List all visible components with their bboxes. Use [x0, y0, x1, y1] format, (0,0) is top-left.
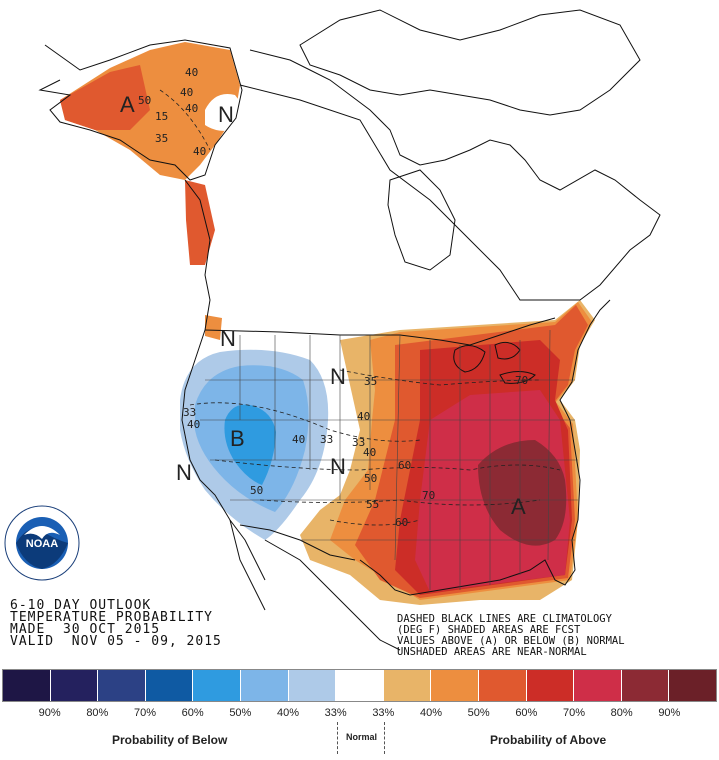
normal-divider-right — [384, 722, 385, 754]
us-canada-border — [204, 317, 556, 346]
contour-label: 33 — [320, 433, 333, 446]
contour-label: 70 — [515, 374, 528, 387]
note-line4: UNSHADED AREAS ARE NEAR-NORMAL — [397, 646, 587, 658]
legend-above-percent: 70% — [562, 707, 586, 719]
contour-label: 40 — [185, 66, 198, 79]
contour-label: 50 — [250, 484, 263, 497]
note-line3: VALUES ABOVE (A) OR BELOW (B) NORMAL — [397, 635, 625, 647]
legend-swatch — [288, 670, 337, 701]
west-coast — [181, 179, 266, 581]
legend-swatch — [145, 670, 194, 701]
noaa-logo: NOAA — [4, 505, 80, 581]
baja — [229, 519, 266, 611]
climatology-lines — [159, 89, 561, 526]
west-below-50 — [224, 404, 276, 485]
legend-swatch — [3, 670, 51, 701]
legend-swatch — [478, 670, 527, 701]
contour-label: 33 — [352, 436, 365, 449]
made-date: 30 OCT 2015 — [62, 622, 161, 637]
contour-label: 50 — [138, 94, 151, 107]
legend-below-percent: 50% — [229, 707, 252, 719]
outlook-title-block: 6-10 DAY OUTLOOK TEMPERATURE PROBABILITY… — [10, 598, 222, 649]
label-N-plains-north: N — [330, 364, 346, 389]
legend-above-percent: 90% — [658, 707, 681, 719]
legend-above-percent: 60% — [515, 707, 538, 719]
legend-below-percent: 40% — [276, 707, 300, 719]
alaska-strong-region — [60, 65, 150, 130]
contour-label: 40 — [193, 145, 206, 158]
legend-below-percent: 60% — [181, 707, 204, 719]
legend-swatch — [431, 670, 479, 701]
legend-swatch — [621, 670, 670, 701]
contour-label: 15 — [155, 110, 168, 123]
valid-label: VALID — [10, 634, 55, 649]
contour-label: 60 — [395, 516, 408, 529]
legend-below-percent: 70% — [133, 707, 157, 719]
legend-above-percent: 80% — [610, 707, 633, 719]
contour-label: 60 — [398, 459, 411, 472]
noaa-logo-text: NOAA — [26, 538, 58, 550]
pnw-coast-region — [205, 315, 222, 340]
legend-above-percent: 50% — [467, 707, 490, 719]
label-N-northwest: N — [220, 326, 236, 351]
alaska-coast — [38, 39, 243, 181]
shaded-regions — [60, 42, 595, 605]
label-B-west: B — [230, 426, 245, 451]
arctic-islands — [299, 9, 641, 116]
title-line1: 6-10 DAY OUTLOOK — [10, 598, 152, 613]
legend-above-percent: 40% — [419, 707, 443, 719]
contour-label: 40 — [292, 433, 305, 446]
legend-swatch — [336, 670, 384, 701]
note-line2: (DEG F) SHADED AREAS ARE FCST — [397, 624, 581, 636]
legend-swatch — [50, 670, 99, 701]
legend-swatch — [383, 670, 432, 701]
probability-above-title: Probability of Above — [490, 733, 607, 747]
note-line1: DASHED BLACK LINES ARE CLIMATOLOGY — [397, 613, 612, 625]
contour-label: 70 — [422, 489, 435, 502]
normal-title: Normal — [346, 732, 378, 742]
contour-label: 40 — [363, 446, 376, 459]
legend-above-percent: 33% — [372, 707, 395, 719]
probability-below-title: Probability of Below — [112, 733, 228, 747]
contour-label: 35 — [364, 375, 377, 388]
contour-label: 50 — [364, 472, 377, 485]
state-lines — [200, 329, 578, 590]
normal-divider-left — [337, 722, 338, 754]
contour-label: 40 — [180, 86, 193, 99]
legend-below-percent: 90% — [38, 707, 61, 719]
east-above-80 — [478, 440, 567, 546]
contour-label: 35 — [155, 132, 168, 145]
made-label: MADE — [10, 622, 46, 637]
label-A-alaska: A — [120, 92, 135, 117]
legend-below-percent: 33% — [324, 707, 347, 719]
contour-label: 33 — [183, 406, 196, 419]
contour-label: 40 — [357, 410, 370, 423]
probability-color-bar — [2, 669, 717, 702]
legend-notes: DASHED BLACK LINES ARE CLIMATOLOGY (DEG … — [397, 614, 625, 658]
valid-dates: NOV 05 - 09, 2015 — [71, 634, 222, 649]
title-line2: TEMPERATURE PROBABILITY — [10, 610, 214, 625]
legend-swatch — [574, 670, 622, 701]
legend-swatch — [526, 670, 575, 701]
label-N-alaska: N — [218, 102, 234, 127]
mexico-coast — [264, 539, 401, 651]
map-outlines — [38, 9, 661, 651]
bc-coast-region — [185, 180, 215, 265]
contour-label: 40 — [185, 102, 198, 115]
contour-label: 55 — [366, 498, 379, 511]
contour-label: 40 — [187, 418, 200, 431]
east-coast — [559, 299, 611, 521]
legend-below-percent: 80% — [86, 707, 109, 719]
hudson-bay — [387, 169, 456, 271]
canada-outline — [239, 49, 661, 301]
label-N-plains-south: N — [330, 454, 346, 479]
legend-swatch — [240, 670, 289, 701]
outlook-map: A A B N N N N N 40 40 50 40 15 35 40 33 … — [38, 9, 661, 651]
gulf-coast — [359, 519, 579, 596]
label-A-southeast: A — [511, 494, 526, 519]
legend-swatch — [669, 670, 716, 701]
label-N-southwest: N — [176, 460, 192, 485]
legend-swatch — [98, 670, 146, 701]
legend-swatch — [193, 670, 241, 701]
